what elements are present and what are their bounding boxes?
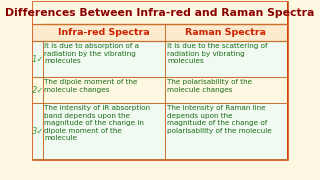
Text: The dipole moment of the
molecule changes: The dipole moment of the molecule change… bbox=[44, 79, 138, 93]
Text: It is due to absorption of a
radiation by the vibrating
molecules: It is due to absorption of a radiation b… bbox=[44, 43, 140, 64]
Text: Differences Between Infra-red and Raman Spectra: Differences Between Infra-red and Raman … bbox=[5, 8, 315, 18]
Bar bbox=[33, 103, 287, 159]
Text: Infra-red Spectra: Infra-red Spectra bbox=[58, 28, 150, 37]
Text: 2✓: 2✓ bbox=[32, 86, 44, 94]
Text: The intensity of IR absorption
band depends upon the
magnitude of the change in
: The intensity of IR absorption band depe… bbox=[44, 105, 150, 141]
Text: 3✓: 3✓ bbox=[32, 127, 44, 136]
Bar bbox=[33, 24, 287, 41]
Text: 1✓: 1✓ bbox=[32, 55, 44, 64]
Text: Raman Spectra: Raman Spectra bbox=[185, 28, 266, 37]
Bar bbox=[33, 2, 287, 24]
Bar bbox=[33, 2, 287, 159]
Text: The polarisability of the
molecule changes: The polarisability of the molecule chang… bbox=[167, 79, 252, 93]
Bar bbox=[33, 77, 287, 103]
Text: The intensity of Raman line
depends upon the
magnitude of the change of
polarisa: The intensity of Raman line depends upon… bbox=[167, 105, 272, 134]
Bar bbox=[33, 41, 287, 77]
Text: It is due to the scattering of
radiation by vibrating
molecules: It is due to the scattering of radiation… bbox=[167, 43, 268, 64]
